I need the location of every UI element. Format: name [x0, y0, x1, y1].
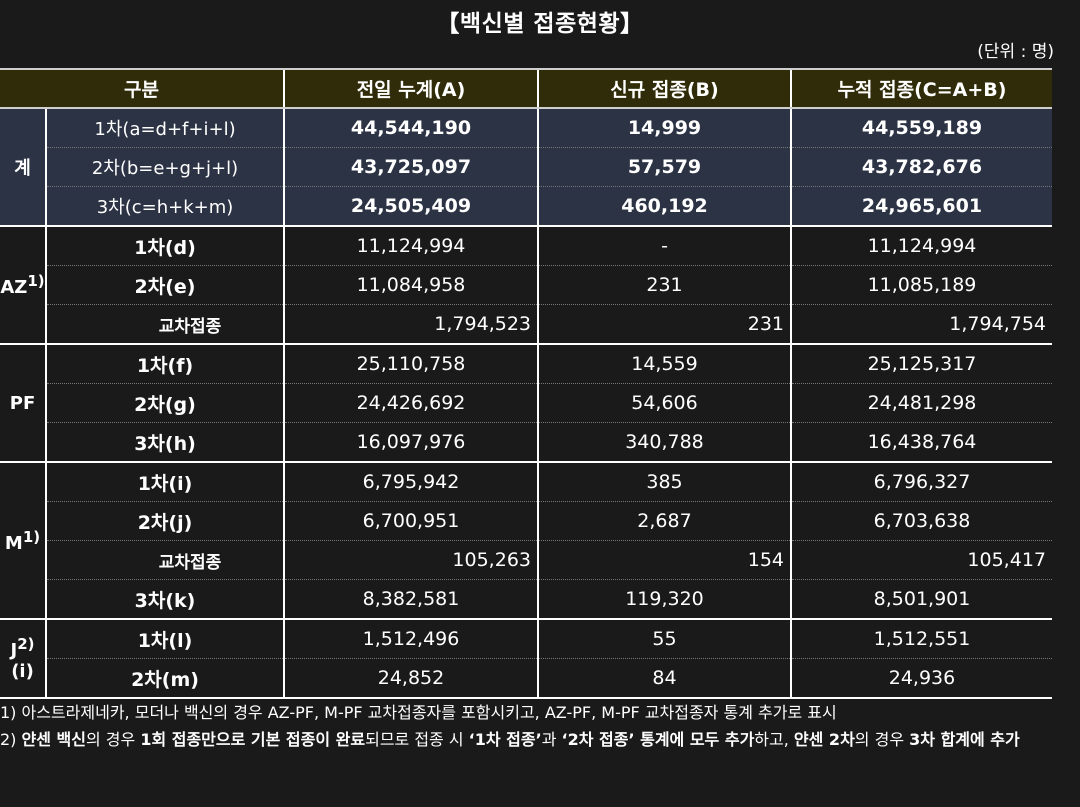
table-row: M1) 1차(i) 6,795,942 385 6,796,327: [0, 462, 1052, 620]
cell-c: 1,794,754: [790, 304, 1052, 345]
cell-c: 1,512,551: [790, 619, 1052, 659]
row-label: 2차(m): [45, 658, 284, 699]
table-row: 2차(e) 11,084,958 231 11,085,189: [0, 265, 1052, 305]
row-label: 교차접종: [45, 540, 284, 580]
cell-a: 24,852: [283, 658, 538, 699]
cell-b: -: [537, 226, 791, 266]
row-label: 3차(k): [45, 579, 284, 620]
table-row: 3차(h) 16,097,976 340,788 16,438,764: [0, 422, 1052, 463]
cell-c: 105,417: [790, 540, 1052, 580]
table-row: PF 1차(f) 25,110,758 14,559 25,125,317: [0, 344, 1052, 463]
cell-a: 43,725,097: [283, 147, 538, 187]
cell-a: 11,124,994: [283, 226, 538, 266]
cell-c: 24,481,298: [790, 383, 1052, 423]
cell-a: 8,382,581: [283, 579, 538, 620]
cell-a: 24,426,692: [283, 383, 538, 423]
row-label: 1차(f): [45, 344, 284, 384]
cell-c: 24,936: [790, 658, 1052, 699]
footnote-1: 1) 아스트라제네카, 모더나 백신의 경우 AZ-PF, M-PF 교차접종자…: [0, 703, 837, 722]
cell-c: 6,796,327: [790, 462, 1052, 502]
table-row-cross: 교차접종 105,263 154 105,417: [0, 540, 1052, 580]
footnotes: 1) 아스트라제네카, 모더나 백신의 경우 AZ-PF, M-PF 교차접종자…: [0, 699, 1070, 753]
cell-a: 1,512,496: [283, 619, 538, 659]
cell-b: 54,606: [537, 383, 791, 423]
table-row: AZ1) 1차(d) 11,124,994 - 11,124,994: [0, 226, 1052, 345]
cell-b: 2,687: [537, 501, 791, 541]
row-label: 1차(l): [45, 619, 284, 659]
header-cumulative: 누적 접종(C=A+B): [790, 68, 1052, 109]
cell-b: 84: [537, 658, 791, 699]
row-label: 1차(a=d+f+i+l): [45, 108, 284, 148]
cell-a: 25,110,758: [283, 344, 538, 384]
table-row: J2)(i) 1차(l) 1,512,496 55 1,512,551: [0, 619, 1052, 699]
cell-a: 6,700,951: [283, 501, 538, 541]
cell-c: 24,965,601: [790, 186, 1052, 227]
cell-b: 14,999: [537, 108, 791, 148]
header-previous-total: 전일 누계(A): [283, 68, 538, 109]
table-row: 3차(k) 8,382,581 119,320 8,501,901: [0, 579, 1052, 620]
group-label-j: J2)(i): [0, 619, 46, 699]
row-label: 2차(g): [45, 383, 284, 423]
table-row: 3차(c=h+k+m) 24,505,409 460,192 24,965,60…: [0, 186, 1052, 227]
cell-b: 55: [537, 619, 791, 659]
header-row: 구분 전일 누계(A) 신규 접종(B) 누적 접종(C=A+B): [0, 68, 1052, 109]
cell-a: 6,795,942: [283, 462, 538, 502]
table-row: 2차(j) 6,700,951 2,687 6,703,638: [0, 501, 1052, 541]
cell-c: 44,559,189: [790, 108, 1052, 148]
cell-b: 385: [537, 462, 791, 502]
cell-b: 231: [537, 304, 791, 345]
cell-c: 43,782,676: [790, 147, 1052, 187]
vaccination-table: 구분 전일 누계(A) 신규 접종(B) 누적 접종(C=A+B) 계 1차(a…: [0, 68, 1052, 699]
header-new: 신규 접종(B): [537, 68, 791, 109]
cell-c: 25,125,317: [790, 344, 1052, 384]
group-label-az: AZ1): [0, 226, 46, 345]
cell-c: 11,085,189: [790, 265, 1052, 305]
row-label: 2차(j): [45, 501, 284, 541]
cell-c: 11,124,994: [790, 226, 1052, 266]
cell-b: 154: [537, 540, 791, 580]
cell-b: 340,788: [537, 422, 791, 463]
cell-b: 231: [537, 265, 791, 305]
cell-b: 57,579: [537, 147, 791, 187]
group-label-m: M1): [0, 462, 46, 620]
cell-a: 105,263: [283, 540, 538, 580]
table-row: 2차(g) 24,426,692 54,606 24,481,298: [0, 383, 1052, 423]
group-label-total: 계: [0, 108, 46, 227]
row-label: 1차(d): [45, 226, 284, 266]
cell-c: 8,501,901: [790, 579, 1052, 620]
unit-label: (단위 : 명): [977, 42, 1054, 62]
table-row: 2차(b=e+g+j+l) 43,725,097 57,579 43,782,6…: [0, 147, 1052, 187]
row-label: 3차(c=h+k+m): [45, 186, 284, 227]
cell-a: 11,084,958: [283, 265, 538, 305]
row-label: 3차(h): [45, 422, 284, 463]
row-label: 1차(i): [45, 462, 284, 502]
cell-a: 24,505,409: [283, 186, 538, 227]
row-label: 교차접종: [45, 304, 284, 345]
cell-b: 14,559: [537, 344, 791, 384]
header-category: 구분: [0, 68, 284, 109]
table-row: 계 1차(a=d+f+i+l) 44,544,190 14,999 44,559…: [0, 108, 1052, 227]
table-row: 2차(m) 24,852 84 24,936: [0, 658, 1052, 699]
cell-c: 16,438,764: [790, 422, 1052, 463]
cell-c: 6,703,638: [790, 501, 1052, 541]
page-title: 【백신별 접종현황】: [436, 11, 644, 37]
cell-b: 460,192: [537, 186, 791, 227]
cell-a: 1,794,523: [283, 304, 538, 345]
cell-b: 119,320: [537, 579, 791, 620]
row-label: 2차(e): [45, 265, 284, 305]
table-row-cross: 교차접종 1,794,523 231 1,794,754: [0, 304, 1052, 345]
row-label: 2차(b=e+g+j+l): [45, 147, 284, 187]
cell-a: 16,097,976: [283, 422, 538, 463]
group-label-pf: PF: [0, 344, 46, 463]
footnote-2: 2) 얀센 백신의 경우 1회 접종만으로 기본 접종이 완료되므로 접종 시 …: [0, 730, 1020, 749]
cell-a: 44,544,190: [283, 108, 538, 148]
